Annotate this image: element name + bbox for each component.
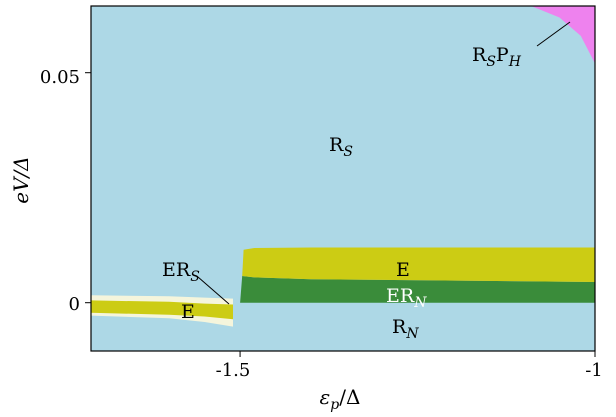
axis-ticks	[85, 72, 596, 357]
region-label-e-left: E	[181, 301, 195, 323]
region-label-rs-ph: RSPH	[472, 44, 522, 70]
region-label-rs: RS	[329, 134, 353, 160]
plot-area	[91, 6, 595, 351]
leader-line-rs-ph	[536, 21, 571, 47]
region-e-left	[91, 300, 233, 320]
region-e-right	[242, 247, 595, 282]
leader-line-er-s	[197, 276, 230, 305]
plot-frame	[90, 5, 596, 352]
region-label-e-right: E	[396, 259, 410, 281]
region-label-rn: RN	[392, 316, 419, 342]
y-axis-label: eV/Δ	[9, 156, 33, 203]
region-rs-ph	[531, 6, 595, 64]
y-tick-label-0: 0	[69, 294, 80, 315]
y-tick-label-0-05: 0.05	[40, 67, 80, 88]
region-label-er-s: ERS	[162, 259, 200, 285]
region-er-n	[240, 276, 595, 303]
x-tick-label-neg1-5: -1.5	[216, 360, 251, 381]
region-label-er-n: ERN	[386, 285, 427, 311]
x-axis-label: εp/Δ	[320, 385, 361, 412]
x-tick-label-neg1: -1	[585, 360, 603, 381]
